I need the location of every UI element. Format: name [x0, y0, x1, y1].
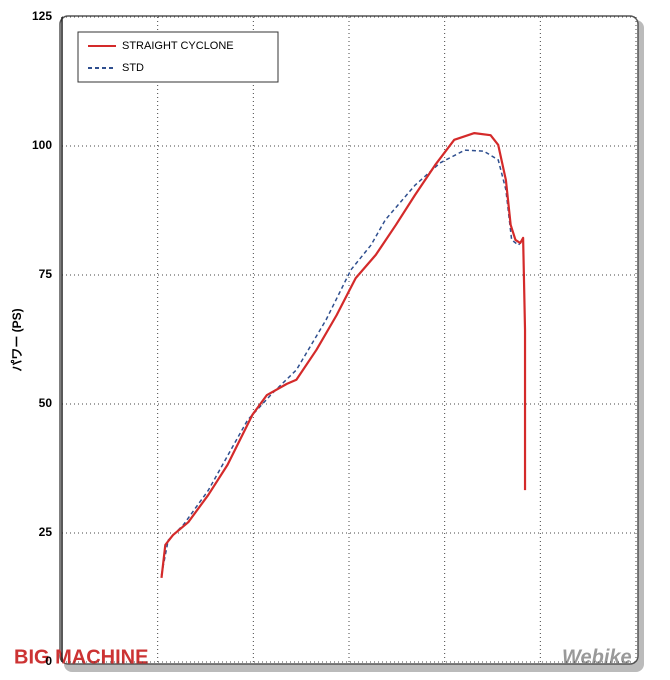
- y-tick-label: 25: [39, 525, 53, 539]
- y-tick-label: 75: [39, 267, 53, 281]
- legend-label: STRAIGHT CYCLONE: [122, 40, 234, 52]
- watermark: BIG MACHINE: [14, 646, 148, 668]
- legend-box: [77, 31, 279, 83]
- series-line: [160, 132, 527, 579]
- y-axis-label: パワー (PS): [10, 308, 24, 371]
- plot-frame: [59, 15, 639, 665]
- legend-label: STD: [122, 62, 144, 74]
- watermark: Webike: [562, 646, 632, 668]
- series-line: [160, 149, 524, 575]
- y-tick-label: 0: [45, 654, 52, 668]
- y-tick-label: 125: [32, 9, 52, 23]
- y-tick-label: 50: [39, 396, 53, 410]
- y-tick-label: 100: [32, 138, 52, 152]
